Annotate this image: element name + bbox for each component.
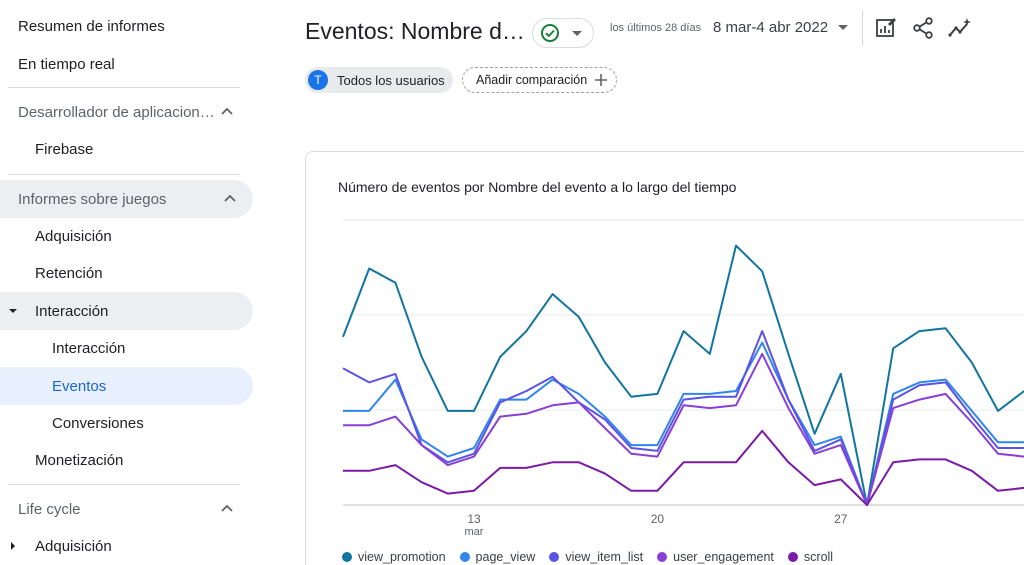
legend-item-user_engagement[interactable]: user_engagement (657, 550, 774, 564)
sidebar-item-label: Eventos (52, 377, 107, 395)
avatar: T (308, 70, 328, 90)
legend-dot (549, 552, 560, 562)
sidebar-item-label: Resumen de informes (18, 17, 165, 35)
series-line-view_item_list[interactable] (342, 330, 1024, 506)
sidebar-section-app-developer[interactable]: Desarrollador de aplicacion… (0, 93, 250, 131)
legend-dot (342, 552, 352, 562)
chevron-up-icon (224, 194, 236, 202)
legend-item-scroll[interactable]: scroll (787, 550, 834, 564)
sidebar: Resumen de informes En tiempo real Desar… (0, 0, 278, 565)
add-comparison-button[interactable]: Añadir comparación (462, 67, 617, 93)
date-range-picker[interactable]: 8 mar-4 abr 2022 (713, 19, 849, 36)
sidebar-item-conversions[interactable]: Conversiones (0, 404, 250, 442)
sidebar-item-label: Retención (35, 264, 103, 282)
legend-item-view_promotion[interactable]: view_promotion (342, 550, 446, 564)
plus-icon (595, 74, 608, 86)
legend-item-view_item_list[interactable]: view_item_list (549, 550, 643, 564)
sidebar-item-engagement-overview[interactable]: Interacción (0, 329, 250, 367)
insights-button[interactable] (946, 14, 974, 42)
sidebar-item-retention[interactable]: Retención (0, 254, 250, 292)
sidebar-item-monetization[interactable]: Monetización (0, 441, 250, 479)
x-tick-label: 27 (834, 512, 848, 526)
sidebar-item-acquisition[interactable]: Adquisición (0, 217, 250, 255)
sidebar-item-label: Monetización (35, 451, 124, 469)
all-users-chip[interactable]: T Todos los usuarios (305, 67, 453, 93)
sidebar-section-label: Informes sobre juegos (18, 190, 167, 208)
sidebar-item-realtime[interactable]: En tiempo real (0, 45, 250, 83)
legend-dot (787, 552, 798, 562)
caret-right-icon (11, 542, 15, 550)
check-circle-icon (541, 24, 559, 42)
divider (8, 87, 240, 88)
legend-label: view_item_list (565, 550, 644, 564)
page-title: Eventos: Nombre d… (305, 18, 525, 44)
sidebar-section-label: Desarrollador de aplicacion… (18, 103, 215, 121)
date-range-value: 8 mar-4 abr 2022 (713, 19, 829, 36)
series-line-user_engagement[interactable] (343, 352, 1024, 506)
date-range-label: los últimos 28 días (610, 22, 702, 34)
chevron-down-icon (838, 25, 849, 30)
sidebar-item-label: Adquisición (35, 227, 112, 245)
legend-dot (459, 552, 470, 562)
divider (8, 484, 240, 485)
sidebar-item-label: Firebase (35, 140, 94, 158)
sidebar-item-label: Interacción (52, 339, 126, 357)
caret-down-icon (9, 309, 17, 313)
sidebar-item-label: En tiempo real (18, 55, 115, 73)
legend-label: page_view (475, 550, 536, 564)
legend-label: scroll (803, 550, 834, 564)
insights-icon (948, 18, 971, 37)
legend-label: user_engagement (673, 550, 774, 564)
customize-report-button[interactable] (872, 14, 900, 42)
chevron-up-icon (221, 504, 233, 512)
sidebar-item-label: Conversiones (52, 414, 144, 432)
sidebar-item-label: Adquisición (35, 537, 112, 555)
share-icon (913, 17, 933, 39)
chip-label: Todos los usuarios (337, 72, 445, 88)
sidebar-item-events[interactable]: Eventos (0, 367, 253, 405)
legend-dot (657, 552, 668, 562)
x-tick-label: 20 (651, 512, 665, 526)
edit-report-icon (876, 18, 896, 37)
sidebar-section-game-reports[interactable]: Informes sobre juegos (0, 180, 253, 218)
data-status-button[interactable] (532, 18, 594, 48)
sidebar-item-lifecycle-acquisition[interactable]: Adquisición (0, 527, 250, 565)
sidebar-section-label: Life cycle (18, 500, 81, 518)
legend-label: view_promotion (358, 550, 446, 564)
chevron-up-icon (221, 107, 233, 115)
chevron-down-icon (572, 31, 582, 36)
x-tick-label: 13 (467, 512, 481, 526)
sidebar-item-firebase[interactable]: Firebase (0, 130, 250, 168)
series-line-scroll[interactable] (343, 429, 1024, 506)
chart-title: Número de eventos por Nombre del evento … (338, 179, 737, 195)
share-button[interactable] (909, 14, 937, 42)
sidebar-item-reports-overview[interactable]: Resumen de informes (0, 7, 250, 45)
divider (8, 174, 240, 175)
sidebar-item-label: Interacción (35, 302, 109, 320)
sidebar-item-engagement[interactable]: Interacción (0, 292, 253, 330)
x-tick-sublabel: mar (465, 526, 484, 538)
series-line-view_promotion[interactable] (342, 244, 1024, 506)
chart-legend: view_promotion page_view view_item_list use… (342, 550, 847, 564)
sidebar-section-life-cycle[interactable]: Life cycle (0, 490, 250, 528)
legend-item-page_view[interactable]: page_view (459, 550, 536, 564)
series-line-page_view[interactable] (343, 341, 1024, 506)
chip-label: Añadir comparación (476, 73, 588, 87)
divider (862, 10, 863, 46)
